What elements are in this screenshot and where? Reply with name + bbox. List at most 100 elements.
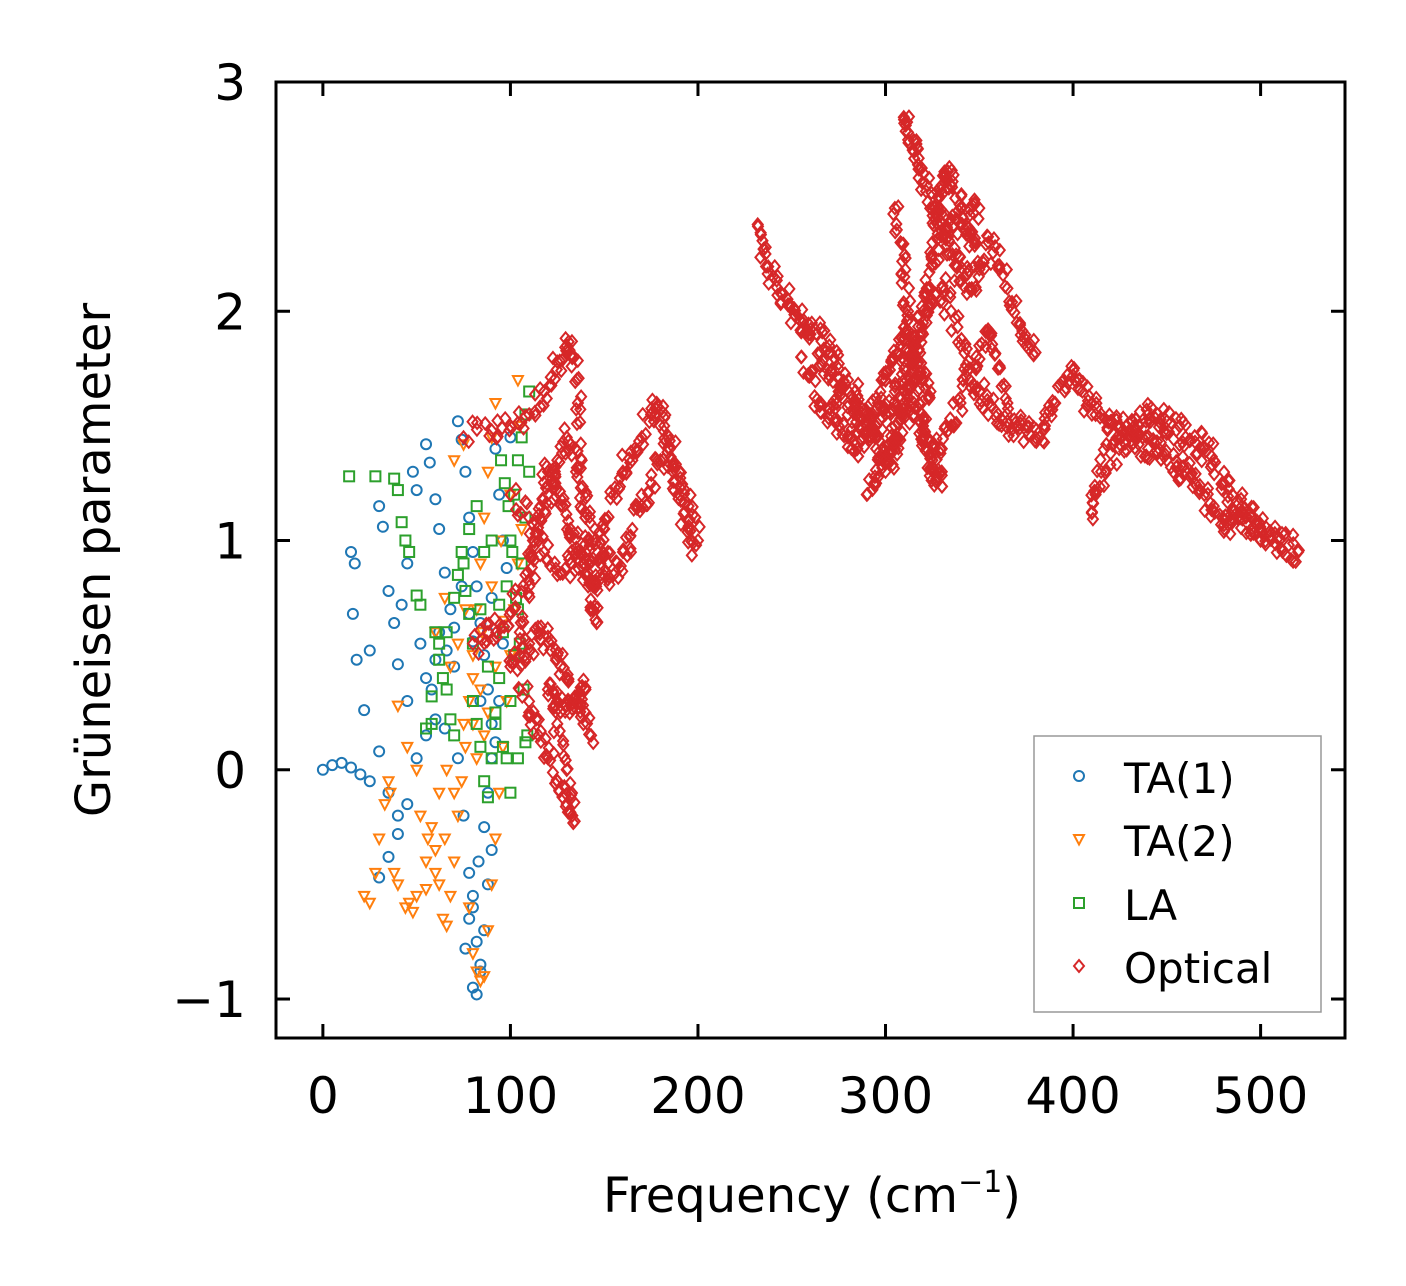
- data-point: [402, 897, 416, 911]
- data-point: [462, 902, 476, 915]
- data-point: [583, 509, 596, 525]
- data-point: [410, 484, 423, 497]
- data-point: [926, 452, 939, 468]
- data-point: [463, 866, 476, 879]
- data-point: [522, 586, 535, 602]
- data-point: [569, 464, 583, 480]
- data-point: [1270, 545, 1284, 561]
- data-point: [1110, 430, 1123, 446]
- data-point: [561, 761, 574, 777]
- data-point: [962, 353, 975, 369]
- data-point: [391, 827, 404, 840]
- data-point: [1221, 488, 1235, 504]
- data-point: [885, 420, 898, 436]
- data-point: [509, 599, 522, 615]
- data-point: [1001, 280, 1014, 296]
- data-point: [897, 269, 911, 285]
- data-point: [473, 975, 488, 989]
- data-point: [956, 378, 969, 394]
- data-point: [568, 374, 582, 390]
- data-point: [516, 608, 529, 624]
- data-point: [541, 621, 555, 637]
- data-point: [565, 358, 578, 374]
- data-point: [532, 506, 546, 522]
- data-point: [890, 216, 903, 232]
- data-point: [534, 734, 548, 750]
- data-point: [949, 415, 963, 431]
- data-point: [860, 412, 873, 428]
- data-point: [433, 653, 446, 666]
- data-point: [1286, 527, 1300, 543]
- data-point: [588, 598, 601, 614]
- data-point: [357, 890, 371, 904]
- data-point: [657, 461, 671, 477]
- data-point: [982, 326, 995, 342]
- data-point: [1045, 408, 1058, 424]
- data-point: [527, 646, 540, 662]
- data-point: [494, 535, 508, 549]
- data-point: [1139, 429, 1153, 445]
- data-point: [1002, 428, 1015, 444]
- data-point: [419, 856, 433, 870]
- data-point: [391, 658, 404, 671]
- data-point: [569, 531, 582, 547]
- data-point: [947, 418, 961, 434]
- data-point: [987, 391, 1000, 407]
- data-point: [410, 764, 424, 778]
- data-point: [478, 545, 491, 558]
- data-point: [864, 413, 877, 429]
- data-point: [1208, 454, 1222, 470]
- data-point: [852, 392, 865, 408]
- x-tick-label: 0: [307, 1067, 339, 1125]
- data-point: [1066, 367, 1080, 384]
- data-point: [536, 492, 550, 508]
- data-point: [944, 285, 957, 301]
- data-point: [540, 390, 554, 407]
- data-point: [514, 658, 528, 674]
- data-point: [363, 644, 376, 657]
- data-point: [915, 406, 929, 423]
- data-point: [436, 913, 450, 927]
- x-axis-label-close: ): [1002, 1168, 1021, 1224]
- data-point: [592, 551, 606, 567]
- data-point: [519, 408, 532, 424]
- data-point: [466, 545, 479, 558]
- data-point: [573, 414, 587, 430]
- data-point: [574, 389, 588, 405]
- data-point: [804, 321, 817, 337]
- data-point: [955, 403, 969, 419]
- data-point: [1167, 446, 1180, 462]
- data-point: [1018, 327, 1032, 343]
- data-point: [972, 269, 985, 285]
- data-point: [963, 207, 977, 223]
- data-point: [914, 431, 928, 447]
- data-point: [1123, 423, 1137, 440]
- data-point: [831, 347, 845, 363]
- data-point: [533, 547, 547, 563]
- data-point: [438, 592, 452, 606]
- data-point: [648, 479, 662, 496]
- data-point: [571, 695, 585, 711]
- data-point: [432, 879, 446, 893]
- data-point: [515, 584, 528, 600]
- data-point: [557, 737, 570, 753]
- data-point: [1136, 429, 1149, 446]
- data-point: [537, 475, 551, 491]
- data-point: [754, 227, 768, 243]
- data-point: [1017, 434, 1030, 450]
- data-point: [562, 334, 575, 350]
- data-point: [447, 455, 461, 468]
- data-point: [544, 676, 557, 692]
- data-point: [830, 343, 844, 359]
- data-point: [890, 396, 903, 413]
- data-point: [1197, 439, 1211, 455]
- data-point: [511, 454, 524, 467]
- data-point: [894, 353, 907, 369]
- data-point: [950, 260, 964, 276]
- data-point: [438, 566, 451, 579]
- data-point: [941, 163, 955, 180]
- data-point: [429, 493, 442, 506]
- data-point: [440, 683, 453, 696]
- data-point: [594, 536, 607, 552]
- data-point: [497, 619, 511, 635]
